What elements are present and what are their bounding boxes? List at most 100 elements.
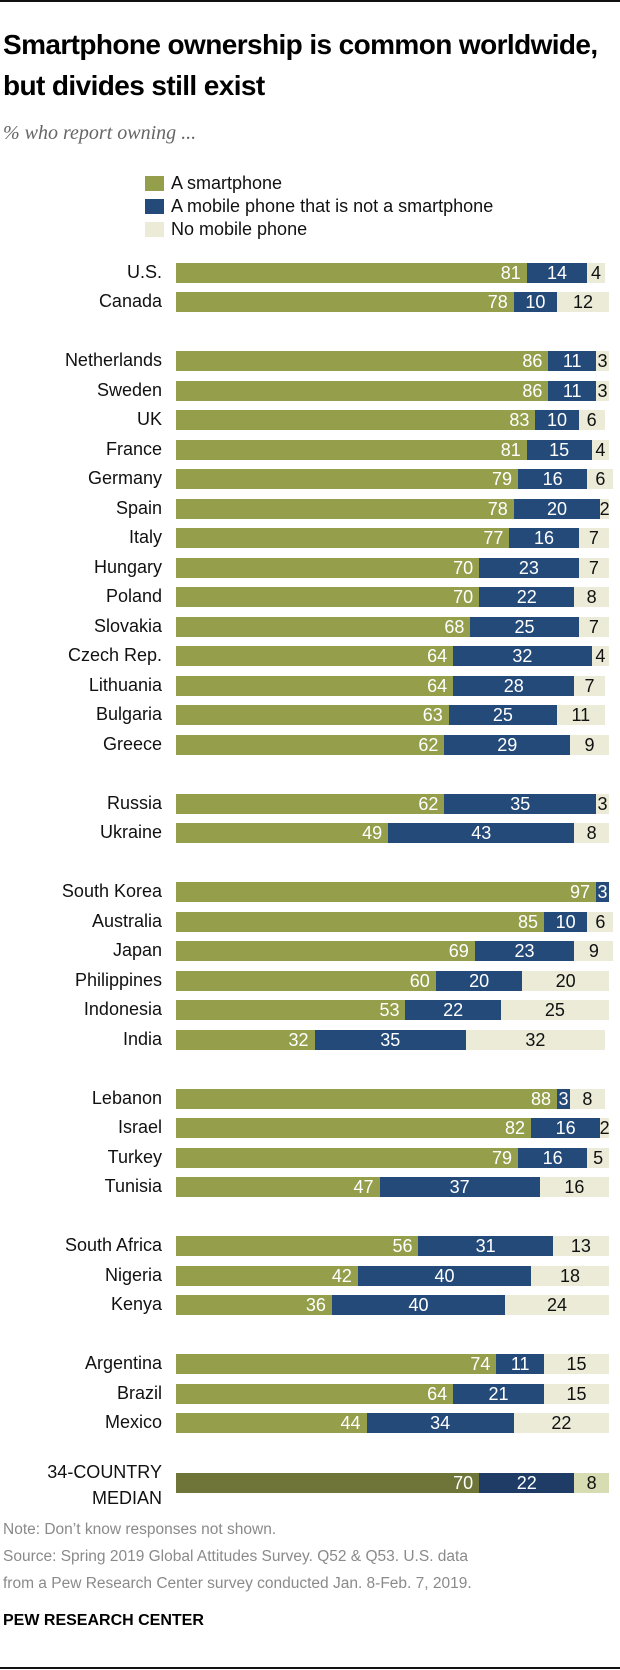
bar-segment-mobile: 34 [366,1413,514,1433]
data-label: 15 [566,1354,587,1374]
bar-segment-mobile: 23 [479,557,579,578]
bar-segment-none: 8 [574,587,609,607]
bar-segment-mobile: 11 [548,351,596,371]
data-label: 8 [586,587,597,607]
data-label: 16 [534,528,555,548]
bar-segment-smartphone: 74 [176,1354,497,1374]
bar-segment-none: 25 [500,1000,609,1020]
bar-segment-smartphone: 32 [176,1029,315,1050]
bar-segment-mobile: 25 [470,616,579,637]
bar-segment-none: 18 [531,1265,609,1286]
bar-segment-mobile: 15 [526,439,592,460]
data-label: 15 [566,1383,587,1404]
median-label-line2: MEDIAN [91,1488,162,1508]
country-label: Brazil [116,1382,162,1403]
data-label: 6 [595,469,606,489]
data-label: 2 [599,1118,610,1138]
data-label: 70 [453,557,474,578]
bar-segment-none: 5 [587,1147,609,1168]
bar-segment-mobile: 16 [531,1118,601,1138]
data-label: 44 [340,1413,361,1433]
median-label-line1: 34-COUNTRY [47,1462,162,1482]
data-label: 9 [588,941,599,961]
country-label: Ukraine [99,822,162,842]
median-label: 34-COUNTRY MEDIAN [47,1459,162,1511]
bar-segment-smartphone: 97 [176,882,596,902]
data-label: 7 [588,528,599,548]
data-label: 79 [492,1147,513,1168]
bar-segment-smartphone: 81 [176,439,527,460]
country-label: Nigeria [104,1264,162,1285]
data-label: 23 [514,941,535,961]
country-label: South Korea [61,881,162,901]
bar-segment-smartphone: 70 [176,1473,480,1493]
data-label: 23 [518,557,539,578]
bar-segment-none: 12 [557,292,609,312]
data-label: 22 [551,1413,572,1433]
bar-segment-mobile: 16 [518,1147,588,1168]
data-label: 64 [427,1383,448,1404]
data-label: 7 [584,675,595,696]
chart-title: Smartphone ownership is common worldwide… [3,29,598,101]
data-label: 86 [522,351,543,371]
data-label: 60 [409,970,430,991]
bar-segment-mobile: 25 [448,705,558,725]
bar-segment-smartphone: 86 [176,380,549,401]
bar-segment-mobile: 43 [388,823,575,843]
bar-segment-smartphone: 62 [176,793,445,814]
bar-segment-mobile: 22 [479,1473,575,1493]
bar-segment-none: 9 [570,734,609,755]
bar-segment-mobile: 35 [314,1029,467,1050]
data-label: 18 [560,1265,581,1286]
data-label: 7 [588,616,599,637]
data-label: 11 [510,1354,530,1374]
bar-segment-none: 3 [596,793,609,814]
data-label: 34 [430,1413,451,1433]
country-label: U.S. [126,261,162,282]
country-label: Slovakia [93,615,162,636]
data-label: 82 [505,1118,526,1138]
data-label: 28 [503,675,524,696]
data-label: 42 [331,1265,352,1286]
footer-source-line1: Source: Spring 2019 Global Attitudes Sur… [3,1548,468,1565]
country-label: Italy [128,527,162,547]
data-label: 14 [547,262,568,283]
data-label: 35 [510,793,531,814]
data-label: 79 [492,469,513,489]
data-label: 29 [497,734,518,755]
bar-segment-smartphone: 64 [176,1383,454,1404]
country-label: Poland [105,586,162,606]
data-label: 11 [571,705,591,725]
country-label: Israel [117,1117,162,1137]
bar-segment-smartphone: 86 [176,351,549,371]
bar-segment-smartphone: 69 [176,941,475,961]
footer-note: Note: Don’t know responses not shown. [3,1521,277,1538]
data-label: 11 [562,351,582,371]
bar-segment-mobile: 16 [509,528,579,548]
country-label: Lithuania [88,674,162,695]
data-label: 47 [353,1177,374,1197]
country-label: Canada [98,291,162,311]
bar-segment-mobile: 16 [518,469,588,489]
data-label: 16 [564,1177,585,1197]
data-label: 5 [593,1147,604,1168]
data-label: 97 [569,882,590,902]
data-label: 64 [427,646,448,666]
data-label: 3 [558,1088,569,1109]
bar-segment-smartphone: 79 [176,1147,519,1168]
bar-segment-mobile: 22 [479,587,575,607]
data-label: 10 [547,410,568,430]
data-label: 36 [305,1295,326,1315]
data-label: 86 [522,380,543,401]
country-label: Greece [102,733,162,754]
bar-segment-smartphone: 77 [176,528,510,548]
country-label: India [122,1028,162,1049]
country-label: Turkey [107,1146,162,1167]
bar-segment-mobile: 3 [557,1088,571,1109]
bar-segment-smartphone: 79 [176,469,519,489]
bar-segment-smartphone: 85 [176,911,545,932]
legend-swatch-mobile [145,199,164,214]
data-label: 3 [597,793,608,814]
bar-segment-none: 11 [557,705,605,725]
bar-segment-mobile: 32 [453,646,592,666]
